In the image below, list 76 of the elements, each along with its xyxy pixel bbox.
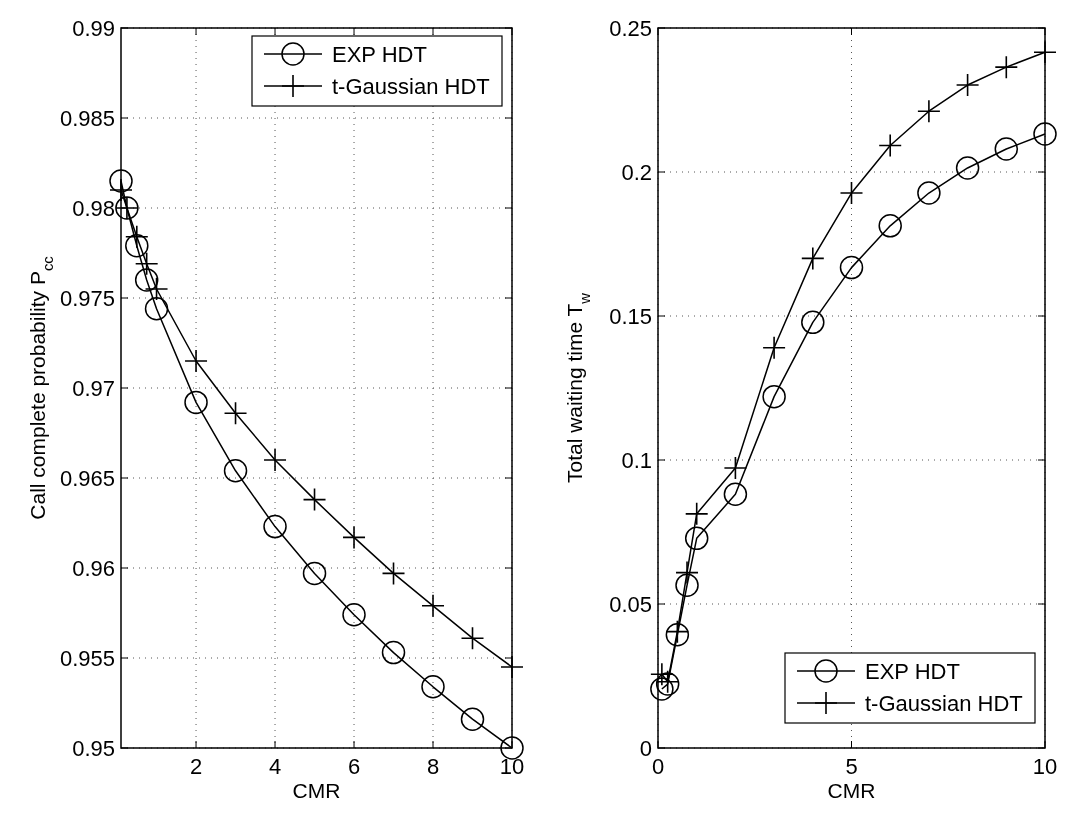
x-tick-label: 8 [426,754,440,779]
point [650,663,673,686]
point [995,56,1018,79]
point [801,310,825,335]
point [840,182,863,205]
point [917,100,940,123]
y-tick-label: 0.97 [72,375,115,401]
legend-label: t-Gaussian HDT [332,73,490,99]
y-tick-label: 0.955 [59,645,115,671]
y-tick-label: 0.1 [621,447,652,473]
point [675,573,699,598]
point [685,502,708,525]
point [135,252,158,275]
x-tick-label: 2 [189,754,203,779]
point [1033,122,1057,146]
point [342,603,366,627]
legend-label: EXP HDT [865,658,960,684]
y-tick-label: 0.25 [609,15,652,41]
x-tick-label: 6 [347,754,361,779]
point [684,526,709,551]
x-tick-label: 10 [1032,754,1058,779]
x-axis-title: CMR [827,779,876,802]
point [801,247,824,270]
point [955,156,980,180]
x-tick-label: 10 [499,754,525,779]
y-tick-label: 0.95 [72,735,115,761]
point [956,74,979,97]
point [763,336,786,359]
point [724,457,747,480]
point [461,627,484,650]
point [723,482,748,507]
y-tick-label: 0.975 [59,285,115,311]
point [917,181,941,205]
point [185,350,208,372]
point [650,677,674,701]
point [421,675,445,699]
y-tick-label: 0.985 [59,105,115,131]
y-tick-label: 0 [639,735,652,761]
point [134,268,159,292]
point [264,449,287,471]
y-tick-label: 0.965 [59,465,115,491]
point [224,402,247,425]
point [878,214,902,238]
point [125,225,148,248]
point [109,169,133,193]
point [676,561,699,584]
point [145,278,168,300]
legend-label: EXP HDT [332,41,427,67]
x-axis-title: CMR [292,779,341,802]
x-tick-label: 5 [845,754,858,779]
point [184,390,208,415]
point [125,234,149,258]
y-tick-label: 0.15 [609,303,652,329]
point [110,179,132,201]
point [839,255,864,280]
y-tick-label: 0.98 [72,195,115,221]
point [460,707,485,731]
x-tick-label: 4 [268,754,282,779]
point [381,640,406,665]
point [422,594,445,617]
y-tick-label: 0.05 [609,591,652,617]
point [762,384,786,409]
point [994,137,1019,161]
point [500,736,524,760]
point [501,656,523,678]
y-tick-label: 0.96 [72,555,115,581]
point [343,526,366,549]
point [879,134,902,157]
y-tick-label: 0.2 [621,159,652,185]
point [144,297,169,321]
point [302,561,327,586]
legend-label: t-Gaussian HDT [865,690,1023,716]
point [263,514,287,539]
point [1034,41,1056,64]
point [223,459,248,483]
y-tick-label: 0.99 [72,15,115,41]
